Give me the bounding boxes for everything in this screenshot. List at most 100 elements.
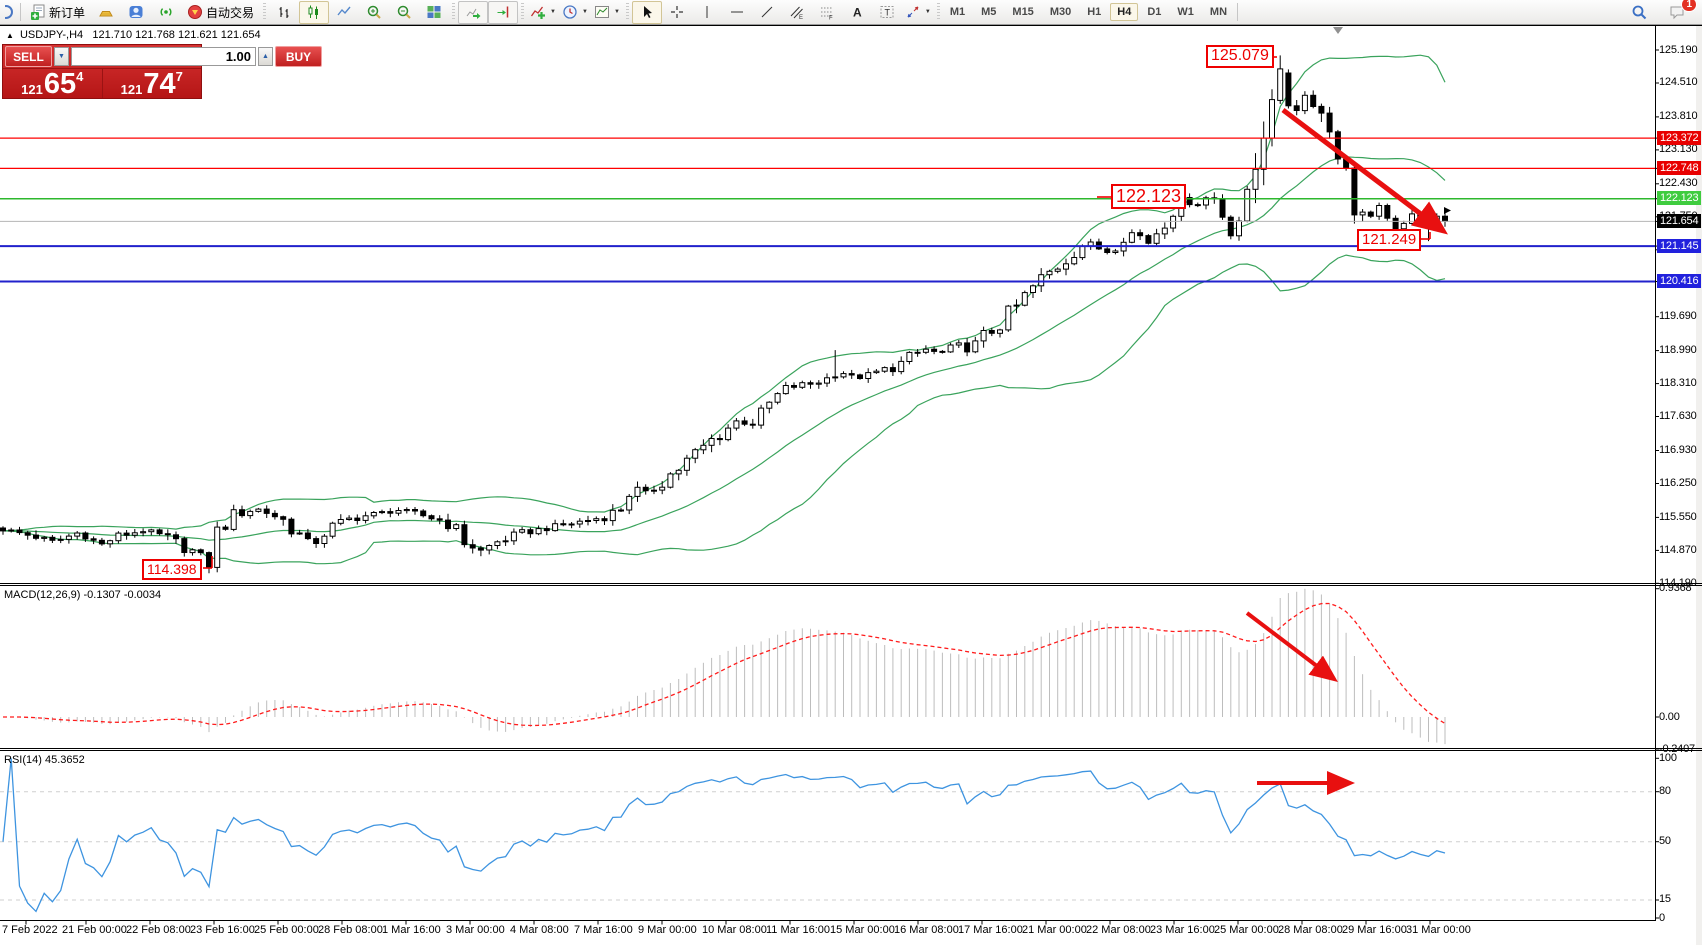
candle	[445, 519, 451, 530]
volume-decrease-button[interactable]: ▼	[54, 47, 69, 66]
price-annotation[interactable]: 125.079	[1206, 45, 1274, 68]
candle	[931, 348, 938, 352]
new-order-button[interactable]: 新订单	[24, 1, 91, 24]
toolbar-grip	[521, 3, 525, 21]
fibonacci-button[interactable]: F	[812, 1, 842, 24]
timeframe-m5[interactable]: M5	[981, 6, 997, 18]
equidistant-channel-button[interactable]: E	[782, 1, 812, 24]
clock-icon	[563, 5, 577, 19]
signal-button[interactable]	[151, 1, 181, 24]
trend-arrows[interactable]	[203, 56, 1448, 795]
indicators-dropdown[interactable]: ▼	[550, 9, 556, 15]
price-annotation[interactable]: 122.123	[1111, 184, 1187, 209]
date-label: 11 Mar 16:00	[766, 924, 831, 936]
timeframe-m1[interactable]: M1	[949, 6, 966, 18]
candle	[585, 520, 591, 522]
candle	[832, 376, 839, 379]
svg-text:F: F	[829, 16, 833, 21]
arrows-button[interactable]: ▼	[902, 1, 934, 24]
text-label-button[interactable]: T	[872, 1, 902, 24]
rsi-axis-label: 80	[1659, 785, 1671, 798]
candle	[1326, 112, 1333, 133]
candle	[1359, 211, 1366, 216]
auto-trading-label: 自动交易	[206, 5, 255, 20]
date-label: 3 Mar 00:00	[446, 924, 505, 936]
crosshair-button[interactable]	[662, 1, 692, 24]
timeframe-m30[interactable]: M30	[1049, 6, 1072, 18]
candle	[189, 549, 196, 554]
notifications-button[interactable]: 1	[1662, 0, 1697, 24]
periods-button[interactable]: ▼	[559, 1, 591, 24]
candle	[1227, 216, 1234, 237]
toolbar-grip	[625, 3, 629, 21]
zoom-in-button[interactable]	[359, 1, 389, 24]
candle	[304, 532, 311, 540]
candle	[41, 536, 48, 539]
timeframe-m15[interactable]: M15	[1012, 6, 1034, 18]
date-label: 4 Mar 08:00	[510, 924, 569, 936]
horizontal-level-lines[interactable]	[0, 137, 1655, 283]
price-annotation[interactable]: 121.249	[1357, 229, 1422, 251]
candle	[865, 372, 872, 380]
collapse-panel-icon[interactable]: ▲	[6, 31, 14, 40]
buy-price-display[interactable]: 121 74 7	[103, 69, 202, 99]
one-click-trade-panel: SELL ▼ ▲ BUY 121 65 4 121 74 7	[2, 44, 322, 99]
candle	[1310, 94, 1317, 108]
sell-button[interactable]: SELL	[5, 46, 52, 67]
date-label: 17 Mar 16:00	[958, 924, 1023, 936]
price-tick-label: 123.810	[1659, 110, 1698, 123]
gold-button[interactable]	[91, 1, 121, 24]
candle	[181, 538, 188, 553]
chart-shift-button[interactable]	[488, 0, 519, 24]
price-annotation[interactable]: 114.398	[142, 559, 202, 580]
candle	[387, 511, 394, 514]
candle	[692, 449, 699, 459]
timeframe-mn[interactable]: MN	[1209, 6, 1228, 18]
candle	[955, 342, 962, 346]
messenger-button[interactable]	[121, 1, 151, 24]
trendline-button[interactable]	[752, 1, 782, 24]
candle	[1046, 270, 1053, 276]
auto-trading-button[interactable]: 自动交易	[181, 1, 260, 24]
rsi-axis-label: 50	[1659, 835, 1671, 848]
rsi-axis-label: 0	[1659, 912, 1665, 924]
templates-dropdown[interactable]: ▼	[613, 9, 620, 15]
candlestick-chart-button[interactable]	[299, 0, 330, 24]
line-chart-button[interactable]	[329, 1, 359, 24]
buy-button[interactable]: BUY	[275, 46, 322, 67]
horizontal-line-button[interactable]	[722, 1, 752, 24]
candle	[848, 373, 855, 376]
tile-windows-button[interactable]	[419, 1, 449, 24]
indicators-button[interactable]: ▼	[527, 1, 559, 24]
price-tick-label: 123.130	[1659, 143, 1698, 156]
periods-dropdown[interactable]: ▼	[581, 9, 588, 15]
timeframe-h4[interactable]: H4	[1110, 3, 1139, 21]
timeframe-d1[interactable]: D1	[1147, 6, 1162, 18]
rsi-indicator	[2, 758, 1446, 913]
candle	[1260, 137, 1267, 170]
cursor-button[interactable]	[631, 0, 662, 24]
sell-price-display[interactable]: 121 65 4	[3, 69, 103, 99]
candle	[197, 549, 204, 554]
text-button[interactable]: A	[842, 1, 872, 24]
zoom-out-button[interactable]	[389, 1, 419, 24]
vertical-line-button[interactable]	[692, 1, 722, 24]
bar-chart-button[interactable]	[269, 1, 299, 24]
volume-increase-button[interactable]: ▲	[258, 47, 273, 66]
volume-input[interactable]	[71, 47, 256, 66]
candle	[741, 420, 748, 425]
price-badge-122.123: 122.123	[1657, 191, 1702, 206]
candle	[90, 538, 97, 541]
candle	[510, 531, 517, 542]
signal-icon	[160, 8, 172, 16]
auto-scroll-button[interactable]	[458, 0, 489, 24]
timeframe-h1[interactable]: H1	[1087, 6, 1102, 18]
candle	[173, 534, 179, 540]
toolbar-separator	[20, 3, 21, 21]
timeframe-w1[interactable]: W1	[1177, 6, 1194, 18]
templates-button[interactable]: ▼	[591, 1, 623, 24]
date-label: 1 Mar 16:00	[382, 924, 441, 936]
search-button[interactable]	[1624, 1, 1654, 24]
arrows-dropdown[interactable]: ▼	[924, 9, 931, 15]
